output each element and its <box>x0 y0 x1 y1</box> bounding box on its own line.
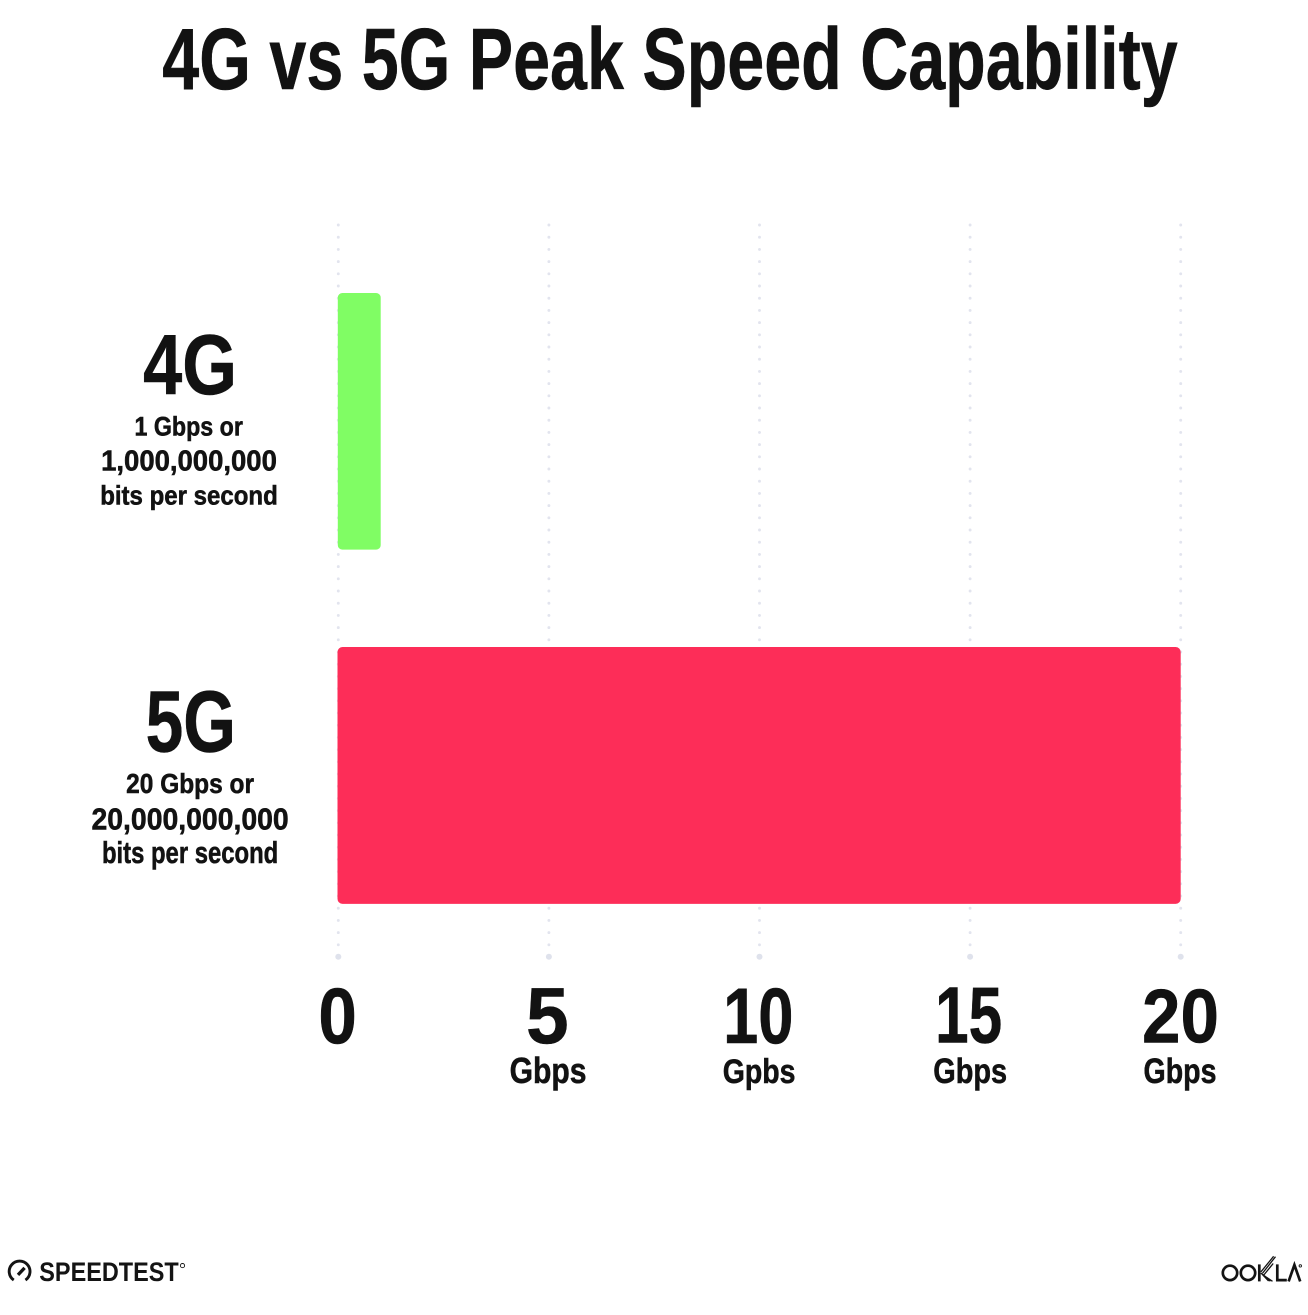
svg-text:10: 10 <box>723 971 793 1060</box>
svg-text:1 Gbps or: 1 Gbps or <box>135 411 244 441</box>
svg-text:bits per second: bits per second <box>102 835 278 870</box>
svg-text:SPEEDTEST: SPEEDTEST <box>39 1257 178 1287</box>
svg-text:15: 15 <box>935 971 1002 1060</box>
svg-text:20,000,000,000: 20,000,000,000 <box>91 804 288 837</box>
svg-text:Gbps: Gbps <box>933 1051 1007 1091</box>
svg-text:Gbps: Gbps <box>1144 1052 1217 1091</box>
svg-text:5: 5 <box>526 971 569 1060</box>
svg-text:0: 0 <box>318 972 356 1060</box>
svg-text:4G vs 5G Peak Speed Capability: 4G vs 5G Peak Speed Capability <box>162 10 1178 108</box>
svg-text:bits per second: bits per second <box>100 480 278 510</box>
svg-text:20: 20 <box>1142 974 1219 1059</box>
svg-text:4G: 4G <box>143 318 237 413</box>
svg-text:Gbps: Gbps <box>510 1051 587 1091</box>
svg-text:5G: 5G <box>146 674 236 771</box>
svg-text:Gpbs: Gpbs <box>723 1053 796 1091</box>
svg-text:1,000,000,000: 1,000,000,000 <box>101 446 277 478</box>
svg-text:20 Gbps or: 20 Gbps or <box>126 767 254 799</box>
